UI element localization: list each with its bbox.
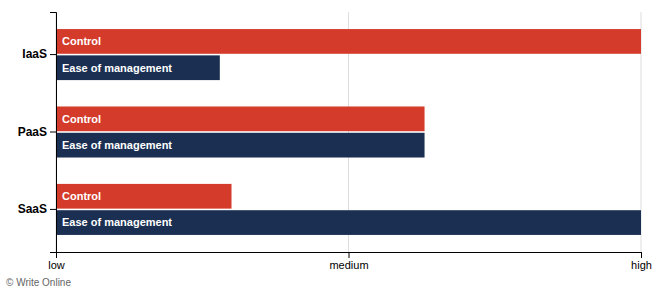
tick-label: PaaS [18,125,47,139]
bar [56,210,641,235]
bar [56,133,425,158]
tick-label: low [48,259,65,271]
tick: high [631,252,652,271]
tick-mark [50,54,56,55]
chart: Control Control Control Ease of management E… [0,0,665,292]
bar-label: Ease of management [62,139,172,151]
bar [56,29,641,54]
axis-line [57,253,642,259]
bars [56,29,641,235]
tick: PaaS [18,125,56,139]
bar-labels: Control Control Control Ease of management E… [62,35,172,228]
tick: low [48,252,65,271]
tick-mark [349,252,350,258]
bar-label: Control [62,113,101,125]
bar-label: Ease of management [62,62,172,74]
plot: Control Control Control Ease of management E… [18,12,652,271]
tick-label: IaaS [22,47,47,61]
tick: SaaS [18,202,56,216]
x-axis: low medium high [48,252,652,271]
tick-mark [50,209,56,210]
tick-label: medium [329,259,368,271]
tick-label: SaaS [18,202,47,216]
bar-label: Control [62,35,101,47]
tick: medium [329,252,368,271]
bar-label: Control [62,190,101,202]
bar [56,184,232,209]
tick-label: high [631,259,652,271]
bar-label: Ease of management [62,216,172,228]
bar [56,106,425,131]
tick: IaaS [22,47,56,61]
annotation: © Write Online [6,277,71,288]
tick-mark [641,252,642,258]
y-axis: IaaS PaaS SaaS [18,13,57,253]
grid [56,12,641,252]
tick-mark [50,132,56,133]
bar [56,55,220,80]
axis-line [50,13,57,253]
